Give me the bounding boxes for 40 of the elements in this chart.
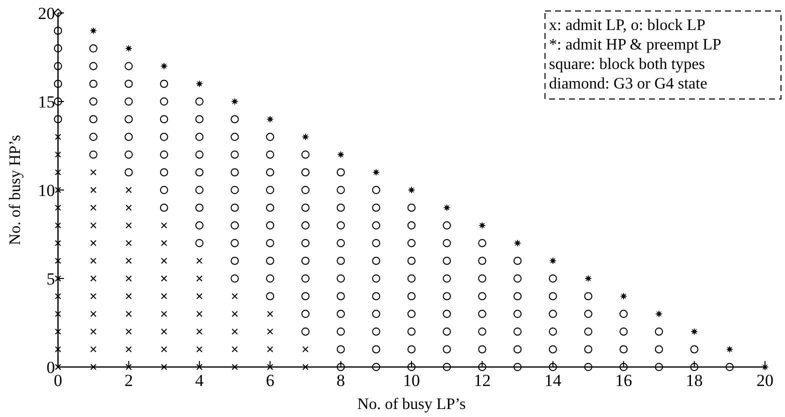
y-tick-label: 10: [38, 180, 55, 200]
x-tick-label: 12: [474, 371, 491, 390]
y-tick-label: 15: [38, 92, 55, 112]
x-tick-label: 6: [266, 371, 274, 390]
x-tick-label: 20: [756, 371, 774, 390]
point: [231, 98, 238, 105]
x-tick-label: 10: [403, 371, 420, 390]
point: [656, 310, 662, 318]
annotation: x: admit LP, o: block LP: [549, 17, 706, 34]
y-tick-label: 20: [38, 4, 55, 23]
point: [443, 204, 450, 212]
point: [125, 44, 132, 52]
point: [584, 275, 592, 282]
point: [196, 80, 203, 88]
x-tick-label: 18: [686, 371, 703, 390]
point: [620, 292, 628, 300]
point: [372, 168, 380, 176]
point: [726, 346, 734, 353]
y-axis-title: No. of busy HP’s: [7, 134, 24, 246]
point: [266, 116, 274, 123]
x-tick-label: 4: [195, 371, 204, 390]
point: [514, 240, 521, 247]
annotation: diamond: G3 or G4 state: [549, 76, 708, 92]
x-tick-label: 16: [615, 371, 632, 390]
x-tick-label: 2: [124, 371, 133, 390]
point: [302, 133, 309, 140]
point: [408, 186, 415, 194]
x-tick-label: 14: [544, 371, 562, 390]
y-tick-label: 0: [46, 358, 55, 377]
point: [690, 328, 698, 336]
point: [478, 222, 486, 229]
annotation: *: admit HP & preempt LP: [549, 36, 722, 54]
annotation: square: block both types: [549, 56, 705, 73]
point: [160, 62, 168, 70]
point: [90, 27, 97, 34]
y-tick-label: 5: [46, 269, 55, 288]
x-tick-label: 8: [336, 371, 346, 390]
point: [337, 151, 344, 158]
x-axis-title: No. of busy LP’s: [357, 396, 466, 413]
point: [549, 257, 556, 264]
